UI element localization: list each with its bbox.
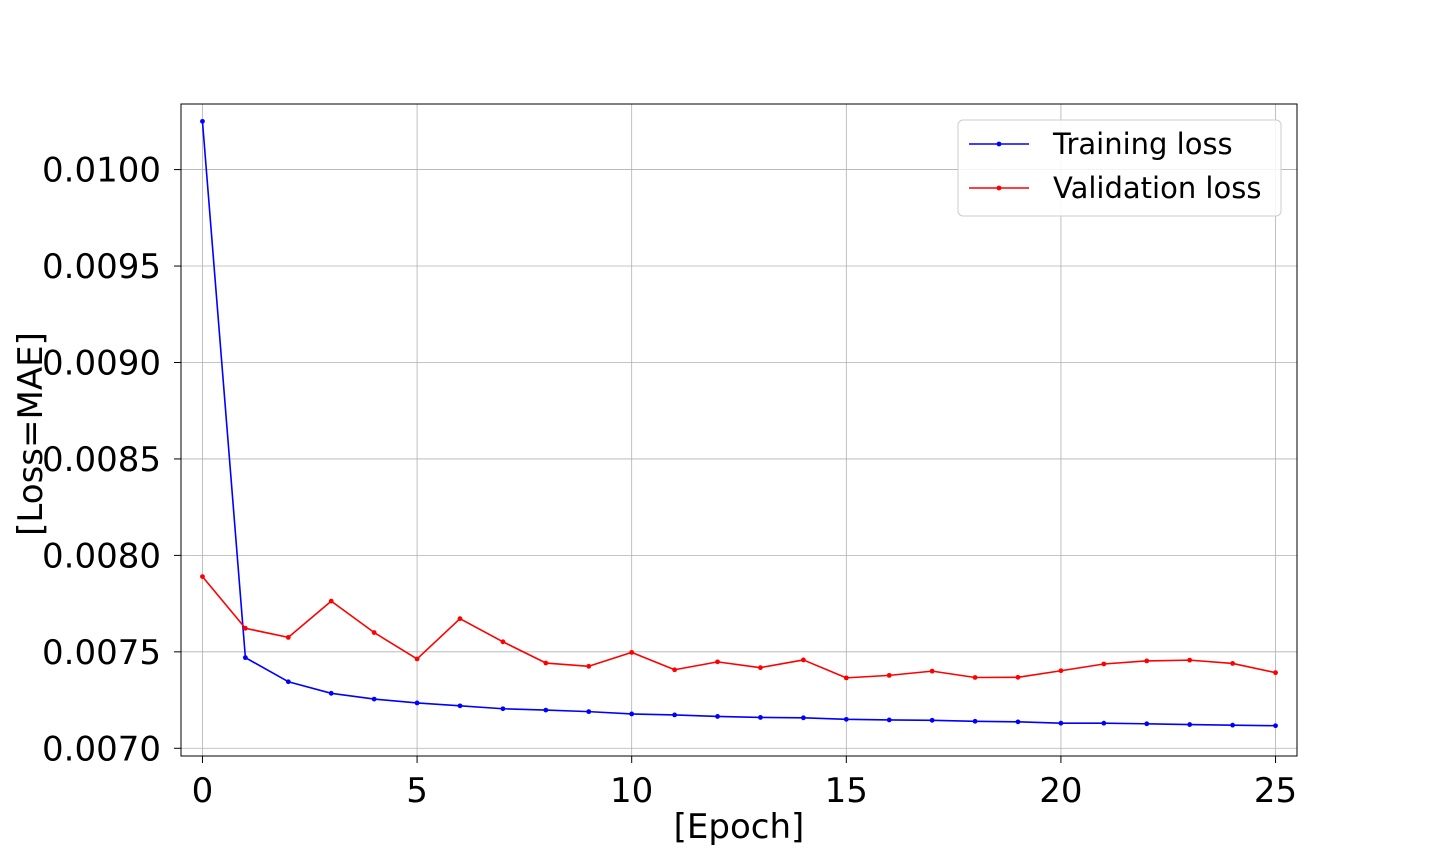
legend-box	[957, 119, 1282, 217]
data-point	[586, 663, 592, 669]
y-axis-title: [Loss=MAE]	[11, 332, 51, 536]
x-axis-title: [Epoch]	[674, 807, 805, 847]
data-point	[843, 675, 849, 681]
series-line	[201, 576, 1276, 679]
x-tick-label: 20	[1039, 771, 1082, 811]
x-tick-label: 10	[610, 771, 653, 811]
x-tick-label: 0	[192, 771, 214, 811]
x-tick-label: 25	[1254, 771, 1297, 811]
data-point	[457, 616, 463, 622]
y-tick-label: 0.0080	[42, 536, 161, 576]
data-point	[543, 707, 549, 713]
y-tick-label: 0.0070	[42, 729, 161, 769]
data-point	[1015, 674, 1021, 680]
x-tick-label: 5	[406, 771, 428, 811]
series-group	[200, 574, 1278, 681]
data-point	[500, 639, 506, 645]
series-line	[201, 121, 1276, 727]
series-layer	[200, 118, 1278, 729]
data-point	[929, 668, 935, 674]
data-point	[929, 717, 935, 723]
series-group	[200, 118, 1278, 729]
data-point	[629, 650, 635, 655]
data-point	[1058, 720, 1064, 726]
data-point	[285, 679, 291, 685]
data-point	[1015, 719, 1021, 725]
data-point	[1144, 658, 1150, 664]
data-point	[242, 625, 248, 631]
data-point	[715, 659, 720, 665]
data-point	[371, 630, 377, 635]
data-point	[1187, 722, 1193, 727]
legend-swatch-marker	[996, 141, 1002, 147]
data-point	[800, 715, 806, 721]
data-point	[414, 656, 420, 662]
data-point	[972, 675, 978, 680]
data-point	[629, 711, 635, 717]
data-point	[672, 667, 678, 673]
y-tick-label: 0.0090	[42, 343, 161, 383]
data-point	[1273, 723, 1278, 729]
data-point	[800, 657, 806, 663]
data-point	[1101, 661, 1107, 667]
data-point	[972, 718, 978, 724]
legend-swatch-marker	[996, 185, 1002, 191]
y-tick-label: 0.0100	[42, 151, 161, 191]
data-point	[758, 715, 763, 720]
data-point	[328, 690, 334, 696]
data-point	[1058, 668, 1064, 674]
y-tick-label: 0.0075	[42, 633, 161, 673]
data-point	[1144, 721, 1150, 727]
data-point	[500, 706, 506, 712]
y-tick-label: 0.0085	[42, 440, 161, 480]
data-point	[586, 709, 592, 715]
data-point	[371, 696, 377, 702]
data-point	[328, 598, 334, 604]
legend-label: Training loss	[1052, 127, 1233, 161]
data-point	[200, 574, 205, 580]
data-point	[715, 714, 720, 719]
data-point	[843, 716, 849, 722]
data-point	[758, 665, 763, 671]
data-point	[414, 700, 420, 706]
data-point	[1187, 657, 1193, 663]
plot-area-frame	[180, 103, 1298, 757]
data-point	[1101, 720, 1107, 726]
legend: Training loss Validation loss	[957, 119, 1282, 217]
legend-label: Validation loss	[1053, 171, 1261, 205]
data-point	[1273, 670, 1278, 676]
data-point	[672, 712, 678, 718]
data-point	[285, 634, 291, 640]
data-point	[886, 717, 892, 723]
axis-ticks: 0 5 10 15 20 25 0.0070 0.0075 0.0080 0.0085 0.0090…	[42, 151, 1297, 811]
data-point	[543, 660, 549, 666]
data-point	[200, 118, 205, 124]
data-point	[886, 672, 892, 678]
data-point	[457, 703, 463, 709]
data-point	[1230, 722, 1236, 728]
x-tick-label: 15	[825, 771, 868, 811]
data-point	[242, 655, 248, 661]
data-point	[1230, 661, 1236, 666]
y-tick-label: 0.0095	[42, 247, 161, 287]
